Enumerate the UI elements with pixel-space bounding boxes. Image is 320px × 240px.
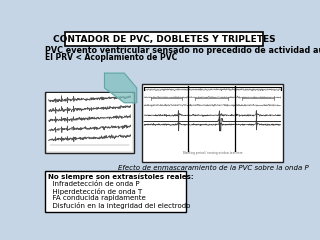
Text: CONTADOR DE PVC, DOBLETES Y TRIPLETES: CONTADOR DE PVC, DOBLETES Y TRIPLETES bbox=[53, 35, 275, 44]
Text: Hiperdetección de onda T: Hiperdetección de onda T bbox=[48, 187, 142, 195]
Text: PVC evento ventricular sensado no precedido de actividad auricular: PVC evento ventricular sensado no preced… bbox=[45, 46, 320, 54]
Text: No siempre son extrasístoles reales:: No siempre son extrasístoles reales: bbox=[48, 173, 194, 180]
Text: Blanking period / sensing window text here: Blanking period / sensing window text he… bbox=[182, 150, 242, 155]
Bar bbox=[45, 171, 186, 212]
Bar bbox=[45, 92, 134, 153]
Text: Disfución en la integridad del electrodo: Disfución en la integridad del electrodo bbox=[48, 202, 190, 209]
Text: Efecto de enmascaramiento de la PVC sobre la onda P: Efecto de enmascaramiento de la PVC sobr… bbox=[118, 165, 309, 171]
Text: Infradetección de onda P: Infradetección de onda P bbox=[48, 181, 140, 187]
Bar bbox=[142, 84, 283, 162]
Text: FA conducida rapidamente: FA conducida rapidamente bbox=[48, 195, 146, 201]
Bar bbox=[47, 94, 132, 151]
Bar bbox=[65, 32, 263, 46]
Polygon shape bbox=[104, 73, 137, 103]
Text: El PRV < Acoplamiento de PVC: El PRV < Acoplamiento de PVC bbox=[45, 53, 177, 62]
